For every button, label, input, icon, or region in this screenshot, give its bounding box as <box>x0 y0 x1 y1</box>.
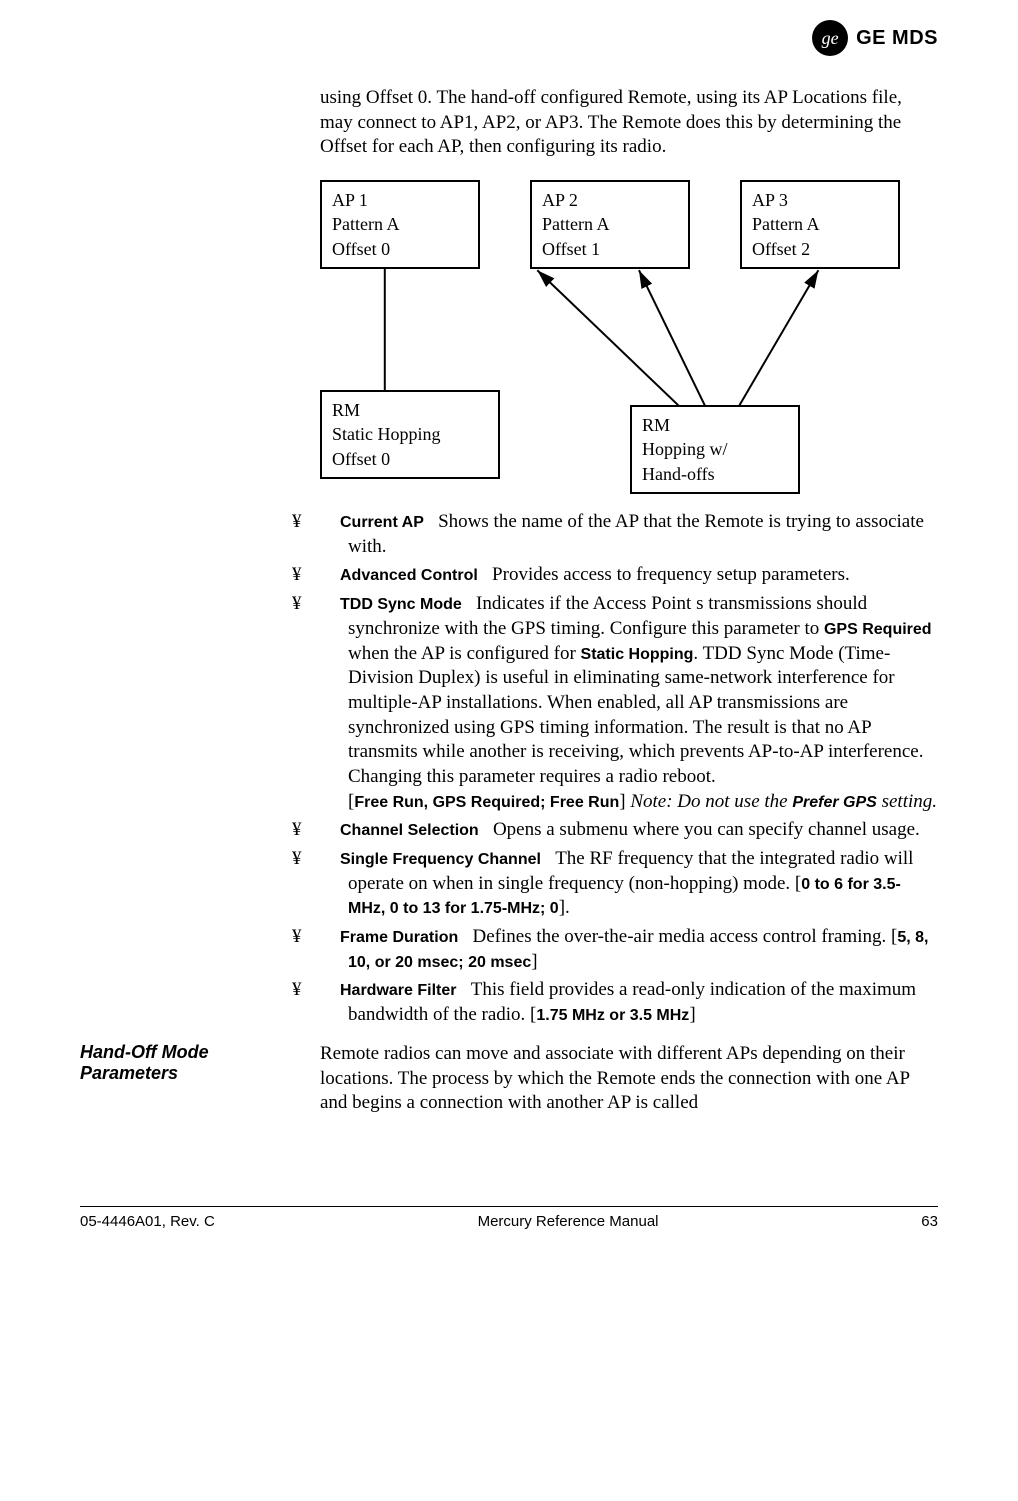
parameter-list: ¥Current AP Shows the name of the AP tha… <box>320 510 938 1028</box>
list-item: ¥Channel Selection Opens a submenu where… <box>320 818 938 843</box>
footer-center: Mercury Reference Manual <box>478 1213 659 1230</box>
diagram-box-ap2: AP 2 Pattern A Offset 1 <box>530 180 690 269</box>
diagram-box-rm2: RM Hopping w/ Hand-offs <box>630 405 800 494</box>
ap2-line1: AP 2 <box>542 188 678 212</box>
term: TDD Sync Mode <box>340 596 462 613</box>
bullet-icon: ¥ <box>320 925 340 950</box>
rm2-line3: Hand-offs <box>642 462 788 486</box>
footer-right: 63 <box>921 1213 938 1230</box>
bullet-icon: ¥ <box>320 563 340 588</box>
brand-logo: ge GE MDS <box>812 20 938 56</box>
term-desc: when the AP is configured for <box>348 643 581 664</box>
ap2-line2: Pattern A <box>542 212 678 236</box>
side-section: Hand-Off Mode Parameters Remote radios c… <box>80 1042 938 1116</box>
list-item: ¥Advanced Control Provides access to fre… <box>320 563 938 588</box>
term: Advanced Control <box>340 567 478 584</box>
list-item: ¥TDD Sync Mode Indicates if the Access P… <box>320 592 938 814</box>
note-text: setting. <box>877 791 937 812</box>
rm2-line1: RM <box>642 413 788 437</box>
diagram-box-rm1: RM Static Hopping Offset 0 <box>320 390 500 479</box>
bullet-icon: ¥ <box>320 510 340 535</box>
term-desc: Defines the over-the-air media access co… <box>473 926 898 947</box>
list-item: ¥Hardware Filter This field provides a r… <box>320 978 938 1027</box>
bold-italic-inline: Prefer GPS <box>792 794 876 811</box>
note-text: Note: Do not use the <box>630 791 792 812</box>
ap1-line3: Offset 0 <box>332 237 468 261</box>
bold-inline: Free Run, GPS Required; Free Run <box>354 794 619 811</box>
bullet-icon: ¥ <box>320 592 340 617</box>
ap-offset-diagram: AP 1 Pattern A Offset 0 AP 2 Pattern A O… <box>320 180 938 500</box>
term-desc: ] <box>531 951 537 972</box>
bold-inline: Static Hopping <box>581 646 694 663</box>
rm1-line2: Static Hopping <box>332 422 488 446</box>
bold-inline: 1.75 MHz or 3.5 MHz <box>536 1007 689 1024</box>
bullet-icon: ¥ <box>320 818 340 843</box>
term-desc: . TDD Sync Mode (Time-Division Duplex) i… <box>348 643 923 787</box>
bullet-icon: ¥ <box>320 847 340 872</box>
diagram-box-ap3: AP 3 Pattern A Offset 2 <box>740 180 900 269</box>
ap1-line2: Pattern A <box>332 212 468 236</box>
term: Current AP <box>340 514 424 531</box>
side-body: Remote radios can move and associate wit… <box>320 1042 938 1116</box>
term-desc: ] <box>689 1004 695 1025</box>
bullet-icon: ¥ <box>320 978 340 1003</box>
rm1-line1: RM <box>332 398 488 422</box>
ap3-line3: Offset 2 <box>752 237 888 261</box>
rm1-line3: Offset 0 <box>332 447 488 471</box>
list-item: ¥Current AP Shows the name of the AP tha… <box>320 510 938 559</box>
term: Single Frequency Channel <box>340 851 541 868</box>
term-desc: Provides access to frequency setup param… <box>492 564 850 585</box>
page-header: ge GE MDS <box>80 20 938 56</box>
term-desc: Opens a submenu where you can specify ch… <box>493 819 920 840</box>
bold-inline: GPS Required <box>824 621 932 638</box>
list-item: ¥Single Frequency Channel The RF frequen… <box>320 847 938 921</box>
term-desc: ]. <box>559 897 570 918</box>
side-heading: Hand-Off Mode Parameters <box>80 1042 300 1116</box>
term-desc: Shows the name of the AP that the Remote… <box>348 511 924 557</box>
term: Hardware Filter <box>340 982 456 999</box>
term: Frame Duration <box>340 929 458 946</box>
diagram-box-ap1: AP 1 Pattern A Offset 0 <box>320 180 480 269</box>
ap1-line1: AP 1 <box>332 188 468 212</box>
bracket-close: ] <box>619 791 630 812</box>
intro-paragraph: using Offset 0. The hand-off configured … <box>320 86 938 160</box>
footer-left: 05-4446A01, Rev. C <box>80 1213 215 1230</box>
list-item: ¥Frame Duration Defines the over-the-air… <box>320 925 938 974</box>
ap2-line3: Offset 1 <box>542 237 678 261</box>
ap3-line1: AP 3 <box>752 188 888 212</box>
page-footer: 05-4446A01, Rev. C Mercury Reference Man… <box>80 1206 938 1230</box>
term: Channel Selection <box>340 822 479 839</box>
ge-logo-icon: ge <box>812 20 848 56</box>
brand-text: GE MDS <box>856 27 938 50</box>
ap3-line2: Pattern A <box>752 212 888 236</box>
rm2-line2: Hopping w/ <box>642 437 788 461</box>
